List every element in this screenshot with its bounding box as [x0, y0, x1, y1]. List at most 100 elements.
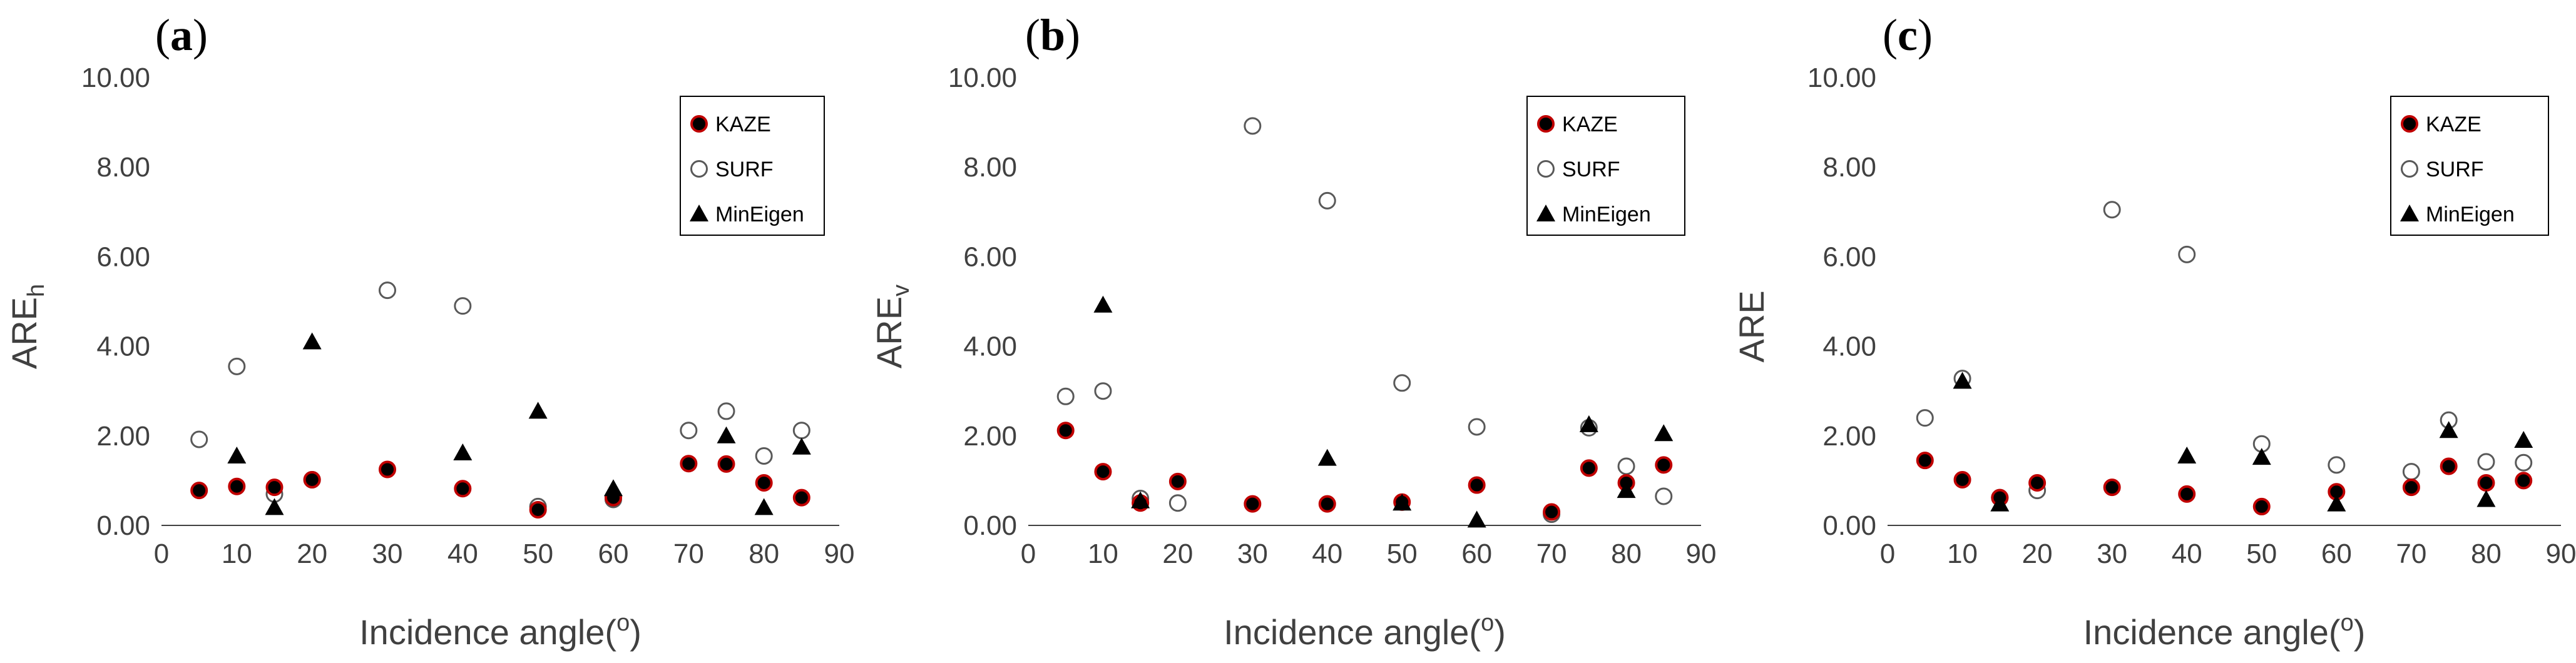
- y-tick-label: 4.00: [96, 332, 150, 362]
- data-point-mineigen: [1953, 372, 1972, 389]
- x-tick-label: 80: [1611, 539, 1642, 569]
- legend-label-surf: SURF: [1562, 158, 1620, 181]
- x-tick-label: 80: [2471, 539, 2502, 569]
- y-axis-title-subscript: h: [23, 284, 49, 297]
- x-tick-label: 60: [1461, 539, 1492, 569]
- data-point-surf: [1468, 418, 1486, 436]
- y-axis-title: ARE: [1732, 290, 1771, 362]
- legend-label-mineigen: MinEigen: [1562, 203, 1651, 226]
- legend-label-mineigen: MinEigen: [2426, 203, 2515, 226]
- data-point-surf: [792, 422, 810, 440]
- data-point-mineigen: [227, 447, 247, 464]
- data-point-mineigen: [453, 443, 473, 461]
- data-point-kaze: [1168, 472, 1187, 490]
- data-point-surf: [190, 430, 208, 448]
- data-point-kaze: [265, 478, 284, 497]
- panel-label-close: ): [1065, 10, 1080, 60]
- x-tick-label: 10: [1947, 539, 1978, 569]
- x-tick-label: 0: [1021, 539, 1036, 569]
- y-axis-title-subscript: v: [888, 285, 914, 296]
- data-point-surf: [379, 281, 396, 300]
- x-axis-title: Incidence angle(o): [359, 610, 641, 652]
- data-point-surf: [1244, 117, 1262, 135]
- legend-marker-surf: [690, 160, 708, 178]
- x-tick-label: 20: [297, 539, 327, 569]
- y-tick-label: 6.00: [96, 241, 150, 272]
- y-tick-label: 0.00: [1822, 510, 1876, 541]
- series-mineigen: [227, 332, 811, 515]
- x-axis-title-superscript: o: [2341, 610, 2354, 636]
- data-point-kaze: [1580, 459, 1598, 477]
- data-point-kaze: [2028, 473, 2047, 492]
- data-point-surf: [228, 357, 246, 375]
- x-tick-label: 60: [598, 539, 629, 569]
- panel-label: (c): [1883, 10, 1933, 60]
- chart-panel-b: (b) 0 10 20 30 40 50 60 70 80 90 0.00 2.00 4.00 6.00 8.…: [869, 10, 1716, 652]
- data-point-surf: [454, 297, 472, 315]
- series-kaze: [1916, 452, 2533, 515]
- legend: KAZE SURF MinEigen: [1526, 96, 1685, 236]
- y-tick-label: 2.00: [96, 421, 150, 452]
- data-point-mineigen: [1654, 424, 1674, 442]
- y-tick-label: 4.00: [1822, 332, 1876, 362]
- data-point-mineigen: [1617, 481, 1636, 499]
- data-point-kaze: [1056, 422, 1075, 440]
- data-point-mineigen: [1317, 448, 1337, 466]
- x-tick-label: 20: [1162, 539, 1193, 569]
- legend: KAZE SURF MinEigen: [2390, 96, 2549, 236]
- series-kaze: [1056, 422, 1673, 521]
- data-point-surf: [2328, 456, 2346, 474]
- legend-label-kaze: KAZE: [1562, 113, 1618, 136]
- data-point-surf: [2477, 453, 2495, 471]
- y-tick-label: 2.00: [1822, 421, 1876, 452]
- data-point-mineigen: [2514, 430, 2533, 448]
- legend-label-surf: SURF: [2426, 158, 2484, 181]
- x-tick-label: 90: [1686, 539, 1717, 569]
- data-point-mineigen: [1131, 491, 1150, 509]
- data-point-kaze: [1468, 476, 1486, 494]
- y-tick-label: 10.00: [1807, 63, 1876, 93]
- panel-label: (b): [1025, 10, 1080, 60]
- legend-marker-mineigen: [1536, 205, 1555, 221]
- y-axis-title: AREh: [4, 284, 49, 369]
- data-point-mineigen: [2439, 421, 2458, 438]
- data-point-kaze: [2515, 472, 2533, 490]
- panel-label-letter: c: [1898, 10, 1918, 60]
- panel-label-close: ): [1918, 10, 1933, 60]
- data-point-surf: [2103, 201, 2121, 219]
- x-tick-label: 10: [222, 539, 252, 569]
- x-tick-label: 40: [2172, 539, 2202, 569]
- y-tick-label: 6.00: [1822, 241, 1876, 272]
- data-point-kaze: [529, 500, 547, 519]
- data-point-kaze: [1318, 495, 1336, 513]
- data-point-mineigen: [1990, 494, 2010, 512]
- data-point-kaze: [379, 460, 396, 478]
- data-point-kaze: [228, 477, 246, 495]
- data-point-surf: [717, 402, 735, 420]
- legend-label-kaze: KAZE: [2426, 113, 2481, 136]
- legend-marker-mineigen: [2400, 205, 2419, 221]
- data-point-mineigen: [604, 479, 623, 497]
- data-point-kaze: [2440, 457, 2458, 475]
- x-tick-label: 50: [2246, 539, 2277, 569]
- data-point-surf: [1094, 382, 1112, 400]
- legend-marker-mineigen: [690, 205, 708, 221]
- data-point-kaze: [2178, 485, 2196, 503]
- x-tick-label: 10: [1088, 539, 1118, 569]
- y-tick-label: 8.00: [1822, 152, 1876, 183]
- chart-panel-a: (a) 0 10 20 30 40 50 60 70 80 90 0.00 2.00 4.00 6.00 8.…: [4, 10, 854, 652]
- panel-label-open: (: [1883, 10, 1898, 60]
- legend-marker-kaze: [2401, 115, 2418, 133]
- x-tick-label: 40: [1312, 539, 1342, 569]
- data-point-surf: [680, 422, 698, 440]
- x-tick-label: 0: [154, 539, 169, 569]
- data-point-mineigen: [754, 498, 774, 515]
- legend-marker-kaze: [690, 115, 708, 133]
- x-tick-label: 20: [2022, 539, 2053, 569]
- series-surf: [1916, 201, 2533, 507]
- x-tick-label: 90: [2546, 539, 2576, 569]
- x-tick-label: 90: [824, 539, 855, 569]
- x-axis-title-main: Incidence angle(: [2083, 612, 2341, 652]
- data-point-kaze: [792, 488, 810, 507]
